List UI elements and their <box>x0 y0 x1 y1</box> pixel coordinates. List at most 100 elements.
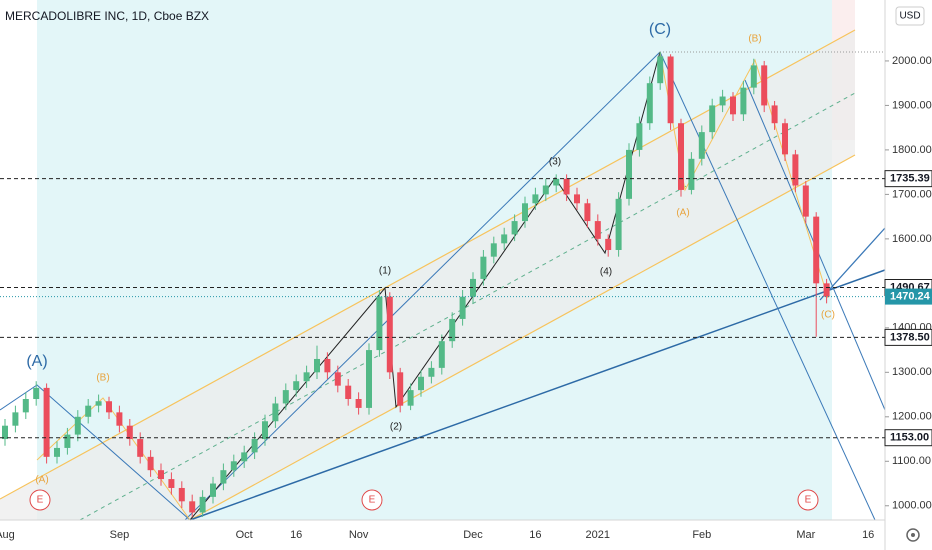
last-price-tag <box>885 288 932 305</box>
chart-title: MERCADOLIBRE INC, 1D, Cboe BZX <box>5 9 209 23</box>
gear-center <box>911 533 915 537</box>
candle-body <box>2 425 8 440</box>
candle-body <box>116 412 123 426</box>
gear <box>906 528 920 542</box>
currency-button[interactable] <box>895 6 925 26</box>
candle-body <box>210 483 216 497</box>
candle-body <box>386 296 393 373</box>
candle-body <box>730 96 736 115</box>
wave-label: (2) <box>390 422 402 433</box>
candle-body <box>574 194 580 204</box>
wave-label: (C) <box>649 21 671 38</box>
candle-body <box>366 350 372 408</box>
price-tag-label: 1153.00 <box>890 432 929 444</box>
candle-body <box>542 185 549 195</box>
candle-body <box>449 318 456 342</box>
trend-line <box>189 269 886 521</box>
candle-body <box>636 123 643 150</box>
candle-body <box>251 439 258 453</box>
candle-body <box>563 178 570 195</box>
wave-label: (A) <box>676 208 689 219</box>
candle-body <box>501 234 508 244</box>
candle-body <box>511 221 518 235</box>
candle-body <box>22 399 29 413</box>
candle-body <box>522 203 528 222</box>
candle-body <box>189 501 196 513</box>
wave-label: E <box>369 495 376 506</box>
candle-body <box>376 296 383 351</box>
price-tag <box>884 170 932 188</box>
y-tick-label: 1600.00 <box>892 233 932 245</box>
trend-line <box>819 227 886 301</box>
candle-body <box>584 203 591 222</box>
candle-body <box>345 385 352 400</box>
candle-body <box>158 470 164 480</box>
settings-icon[interactable] <box>906 528 920 542</box>
wave-label: (B) <box>748 34 761 45</box>
y-tick-label: 1800.00 <box>892 144 932 156</box>
x-tick-label: Sep <box>110 529 130 541</box>
x-tick-label: Oct <box>236 529 253 541</box>
candle-body <box>106 401 112 413</box>
candle-body <box>698 132 705 159</box>
wave-label: (1) <box>379 266 391 277</box>
event-marker <box>29 489 51 511</box>
candle-body <box>688 158 695 190</box>
candle-body <box>553 178 560 186</box>
candle-body <box>178 487 185 502</box>
price-tag-label: 1735.39 <box>890 173 930 185</box>
candle-body <box>792 154 799 186</box>
candle-body <box>282 390 289 404</box>
candle-body <box>626 149 632 199</box>
candle-body <box>303 372 310 382</box>
candle-body <box>740 87 747 115</box>
candle-body <box>615 198 622 250</box>
candle-body <box>314 358 320 373</box>
candle-body <box>782 123 788 155</box>
x-tick-label: Dec <box>463 529 483 541</box>
candle-body <box>241 452 248 462</box>
candle-body <box>397 372 404 406</box>
candle-body <box>802 185 809 217</box>
x-tick-label: Mar <box>796 529 815 541</box>
candle-body <box>54 447 60 457</box>
channel-fill <box>0 30 855 520</box>
candle-body <box>168 479 175 488</box>
trend-line <box>659 51 876 521</box>
y-tick-label: 1700.00 <box>892 188 932 200</box>
x-tick-label: 16 <box>862 529 874 541</box>
wave-line <box>0 384 191 521</box>
candle-body <box>750 65 757 88</box>
wave-label: (A) <box>35 475 48 486</box>
x-tick-label: 2021 <box>586 529 610 541</box>
candle-body <box>64 434 71 448</box>
trend-line <box>184 51 661 521</box>
candle-body <box>199 496 206 513</box>
candle-body <box>355 399 362 408</box>
candle-body <box>418 376 424 391</box>
x-tick-label: 16 <box>290 529 302 541</box>
candle-body <box>459 296 466 319</box>
x-tick-label: Aug <box>0 529 15 541</box>
wave-label: E <box>37 495 44 506</box>
candle-body <box>293 381 300 391</box>
x-tick-label: Feb <box>692 529 711 541</box>
event-marker <box>797 489 819 511</box>
wave-label: E <box>805 495 812 506</box>
wave-label: (4) <box>600 267 612 278</box>
candle-body <box>594 221 601 239</box>
channel-line <box>189 154 856 521</box>
candle-body <box>334 372 341 386</box>
y-tick-label: 1300.00 <box>892 366 932 378</box>
last-price-label: 1470.24 <box>890 290 931 302</box>
event-marker <box>361 489 383 511</box>
price-tag-label: 1378.50 <box>890 331 930 343</box>
candle-body <box>438 341 445 368</box>
wave-label: (B) <box>96 373 109 384</box>
y-tick-label: 1100.00 <box>892 455 931 467</box>
price-tag <box>884 328 932 346</box>
candle-body <box>262 421 268 440</box>
candle-body <box>771 105 778 124</box>
x-tick-label: Nov <box>349 529 369 541</box>
candle-body <box>272 403 279 422</box>
